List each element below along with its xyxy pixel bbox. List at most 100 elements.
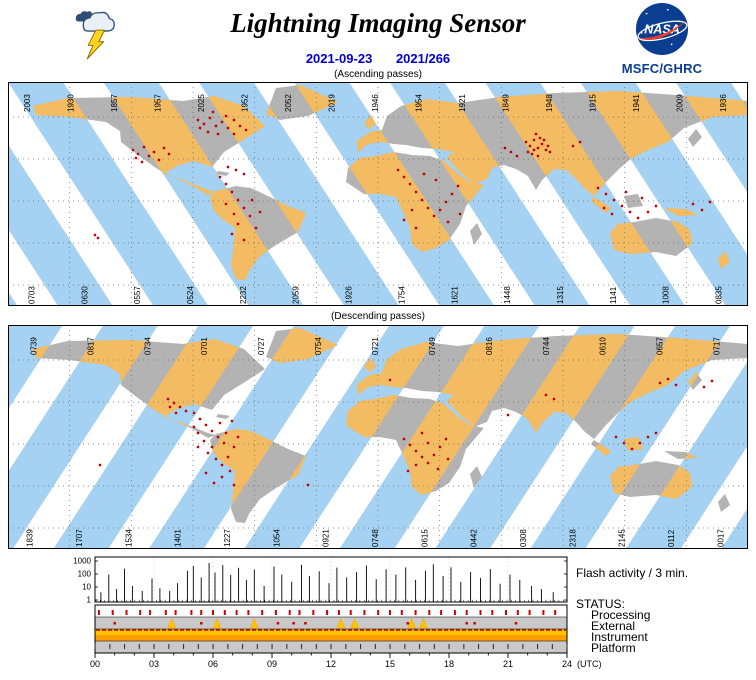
svg-text:0703: 0703: [27, 286, 36, 304]
status-row-label-instrument: Instrument: [591, 630, 648, 644]
svg-text:0557: 0557: [133, 286, 142, 304]
svg-text:09: 09: [267, 659, 277, 669]
svg-text:2003: 2003: [23, 94, 32, 112]
svg-text:1946: 1946: [371, 94, 380, 112]
map-descending-passes: 0739 0817 0734 0701 0727 0754 0721 0749 0816 0744…: [8, 325, 748, 549]
svg-text:1621: 1621: [450, 286, 459, 304]
svg-text:03: 03: [149, 659, 159, 669]
svg-text:2232: 2232: [239, 286, 248, 304]
ascending-passes-label: (Ascending passes): [334, 69, 422, 80]
svg-text:0754: 0754: [314, 337, 323, 355]
svg-text:0630: 0630: [80, 286, 89, 304]
svg-text:1054: 1054: [272, 529, 281, 547]
svg-text:1941: 1941: [632, 94, 641, 112]
map-ascending-passes: 2003 1930 1857 1957 2025 1952 2052 2019 1946 1954…: [8, 82, 748, 306]
orbit-times-bottom: 1839 1707 1534 1401 1227 1054 0921 0748 0615 0442…: [26, 529, 726, 547]
svg-text:(UTC): (UTC): [577, 659, 602, 669]
svg-text:1707: 1707: [75, 529, 84, 547]
svg-text:0835: 0835: [715, 286, 724, 304]
map-border: [8, 325, 748, 549]
svg-text:2052: 2052: [284, 94, 293, 112]
svg-text:0442: 0442: [470, 529, 479, 547]
svg-text:0615: 0615: [420, 529, 429, 547]
svg-text:1401: 1401: [174, 529, 183, 547]
svg-text:0701: 0701: [200, 337, 209, 355]
svg-text:1926: 1926: [345, 286, 354, 304]
svg-text:1936: 1936: [719, 94, 728, 112]
svg-text:0816: 0816: [485, 337, 494, 355]
svg-text:06: 06: [208, 659, 218, 669]
date-line: 2021-09-23 2021/266: [0, 51, 756, 66]
orbit-ellipse: [637, 20, 688, 42]
page-title: Lightning Imaging Sensor: [230, 8, 526, 38]
date-value[interactable]: 2021-09-23: [305, 51, 373, 66]
grid-lines: [8, 325, 748, 549]
svg-text:0748: 0748: [371, 529, 380, 547]
svg-text:2009: 2009: [676, 94, 685, 112]
lightning-bolt-icon: [86, 29, 105, 60]
svg-text:0739: 0739: [30, 337, 39, 355]
svg-text:1952: 1952: [240, 94, 249, 112]
descending-passes-label: (Descending passes): [331, 311, 425, 322]
day-of-year-value[interactable]: 2021/266: [395, 51, 451, 66]
status-row-label-external: External: [591, 619, 636, 633]
svg-text:1000: 1000: [73, 557, 91, 566]
status-heading: STATUS:: [576, 597, 625, 611]
svg-text:15: 15: [385, 659, 395, 669]
svg-text:0921: 0921: [322, 529, 331, 547]
svg-text:10: 10: [82, 583, 91, 592]
big-cloud-shape: [82, 11, 115, 32]
org-label: MSFC/GHRC: [621, 61, 703, 76]
svg-text:100: 100: [78, 570, 92, 579]
svg-text:1534: 1534: [124, 529, 133, 547]
red-swoosh: [637, 20, 687, 40]
flash-dots: [98, 377, 714, 487]
svg-text:1915: 1915: [589, 94, 598, 112]
svg-text:1954: 1954: [415, 94, 424, 112]
svg-text:0610: 0610: [599, 337, 608, 355]
svg-text:2145: 2145: [618, 529, 627, 547]
svg-text:0817: 0817: [86, 337, 95, 355]
nasa-logo[interactable]: NASA MSFC/GHRC: [616, 2, 708, 76]
svg-text:1930: 1930: [66, 94, 75, 112]
svg-text:0112: 0112: [667, 529, 676, 547]
status-row-label-processing: Processing: [591, 608, 651, 622]
svg-text:1754: 1754: [397, 286, 406, 304]
svg-text:1957: 1957: [153, 94, 162, 112]
svg-text:00: 00: [90, 659, 100, 669]
svg-text:1849: 1849: [502, 94, 511, 112]
orbit-times-top: 2003 1930 1857 1957 2025 1952 2052 2019 1946 1954…: [23, 94, 728, 112]
svg-text:12: 12: [326, 659, 336, 669]
svg-text:0744: 0744: [542, 337, 551, 355]
svg-text:0734: 0734: [143, 337, 152, 355]
svg-text:1857: 1857: [110, 94, 119, 112]
svg-text:1227: 1227: [223, 529, 232, 547]
svg-text:0017: 0017: [716, 529, 725, 547]
svg-text:2059: 2059: [292, 286, 301, 304]
svg-text:0308: 0308: [519, 529, 528, 547]
svg-text:2318: 2318: [568, 529, 577, 547]
grid-lines: [8, 82, 748, 306]
svg-text:24: 24: [562, 659, 572, 669]
svg-text:0524: 0524: [186, 286, 195, 304]
svg-text:1: 1: [87, 596, 92, 605]
svg-text:1141: 1141: [609, 286, 618, 304]
svg-text:1315: 1315: [556, 286, 565, 304]
svg-text:1008: 1008: [662, 286, 671, 304]
svg-text:0717: 0717: [713, 337, 722, 355]
svg-text:0727: 0727: [257, 337, 266, 355]
flash-activity-label: Flash activity / 3 min.: [576, 566, 689, 580]
nasa-meatball-circle: [635, 2, 689, 56]
svg-text:2025: 2025: [197, 94, 206, 112]
svg-text:18: 18: [444, 659, 454, 669]
svg-text:0721: 0721: [371, 337, 380, 355]
orbit-times-bottom: 0703 0630 0557 0524 2232 2059 1926 1754 1621 1448…: [27, 286, 723, 304]
svg-text:1448: 1448: [503, 286, 512, 304]
svg-text:0749: 0749: [428, 337, 437, 355]
svg-text:2019: 2019: [328, 94, 337, 112]
svg-text:0657: 0657: [656, 337, 665, 355]
svg-text:21: 21: [503, 659, 513, 669]
svg-text:1948: 1948: [545, 94, 554, 112]
